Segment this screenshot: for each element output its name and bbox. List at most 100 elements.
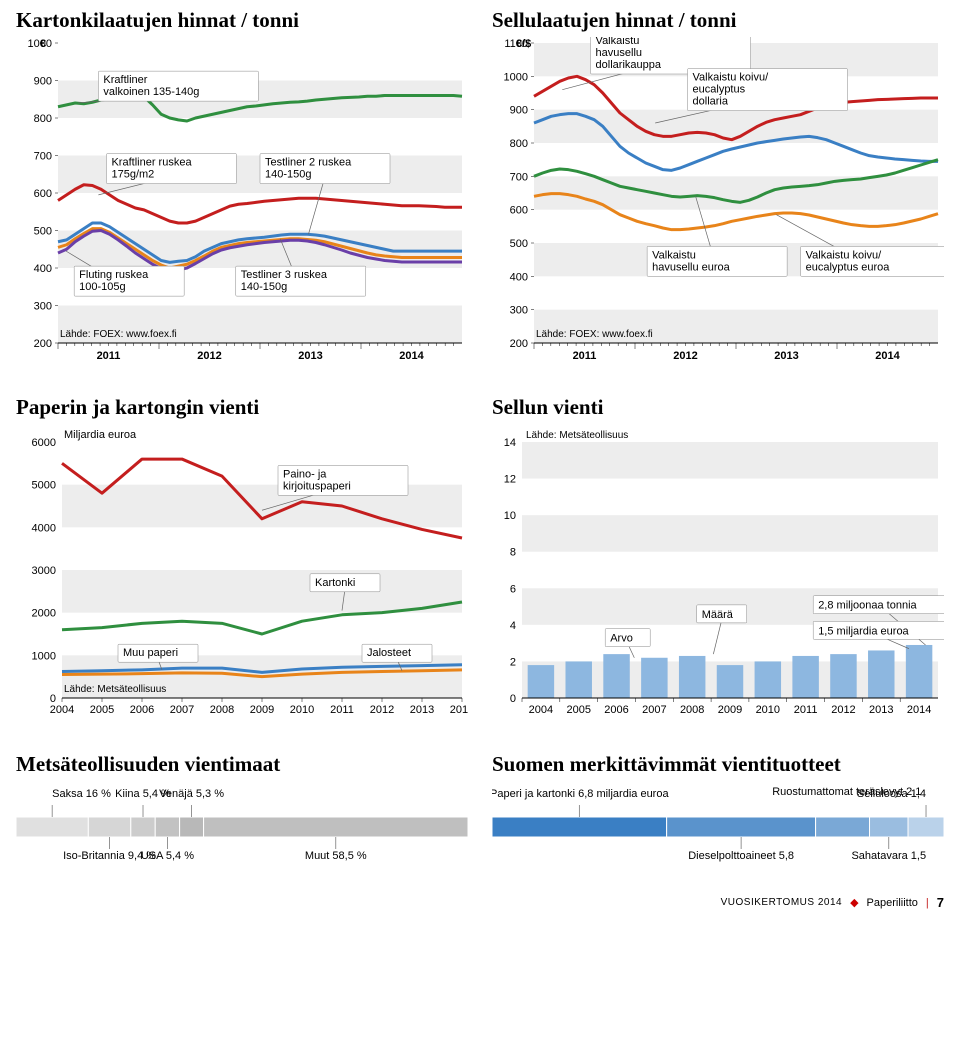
svg-text:800: 800: [510, 138, 528, 150]
svg-text:2009: 2009: [250, 704, 274, 716]
svg-text:havusellu: havusellu: [596, 47, 642, 59]
svg-text:6000: 6000: [32, 437, 56, 449]
svg-text:2009: 2009: [718, 704, 742, 716]
svg-text:2007: 2007: [642, 704, 666, 716]
svg-text:2013: 2013: [869, 704, 893, 716]
svg-text:2011: 2011: [794, 704, 818, 716]
export-countries: Metsäteollisuuden vientimaat Saksa 16 %I…: [16, 752, 468, 871]
svg-text:dollarikauppa: dollarikauppa: [596, 59, 662, 71]
footer-org: Paperiliitto: [867, 897, 918, 909]
svg-text:2014: 2014: [875, 350, 900, 362]
page-footer: VUOSIKERTOMUS 2014 ◆ Paperiliitto | 7: [16, 895, 944, 910]
svg-text:300: 300: [34, 301, 52, 313]
svg-text:Venäjä 5,3 %: Venäjä 5,3 %: [159, 788, 224, 800]
svg-text:Paperi ja kartonki 6,8 miljard: Paperi ja kartonki 6,8 miljardia euroa: [492, 788, 669, 800]
svg-text:2010: 2010: [290, 704, 314, 716]
row-export-charts: Paperin ja kartongin vienti 0 1000 2000 300…: [16, 395, 944, 724]
svg-text:8: 8: [510, 547, 516, 559]
svg-text:2004: 2004: [529, 704, 553, 716]
svg-text:Kraftliner ruskea: Kraftliner ruskea: [111, 157, 192, 169]
svg-text:Fluting ruskea: Fluting ruskea: [79, 269, 149, 281]
svg-text:12: 12: [504, 474, 516, 486]
svg-text:175g/m2: 175g/m2: [111, 169, 154, 181]
row-stacked-bars: Metsäteollisuuden vientimaat Saksa 16 %I…: [16, 752, 944, 871]
svg-text:0: 0: [510, 693, 516, 705]
svg-text:2012: 2012: [197, 350, 221, 362]
chart-title: Sellulaatujen hinnat / tonni: [492, 8, 944, 33]
svg-text:14: 14: [504, 437, 516, 449]
svg-text:Saksa 16 %: Saksa 16 %: [52, 788, 111, 800]
svg-text:2005: 2005: [566, 704, 590, 716]
svg-text:Kraftliner: Kraftliner: [103, 74, 147, 86]
svg-text:2014: 2014: [907, 704, 931, 716]
svg-text:2000: 2000: [32, 608, 56, 620]
svg-text:2013: 2013: [298, 350, 322, 362]
chart-title: Metsäteollisuuden vientimaat: [16, 752, 468, 777]
svg-text:2013: 2013: [410, 704, 434, 716]
svg-text:2013: 2013: [774, 350, 798, 362]
chart-title: Paperin ja kartongin vienti: [16, 395, 468, 420]
svg-text:Jalosteet: Jalosteet: [367, 647, 411, 659]
export-products: Suomen merkittävimmät vientituotteet Ruo…: [492, 752, 944, 871]
svg-text:3000: 3000: [32, 565, 56, 577]
svg-text:2: 2: [510, 656, 516, 668]
svg-text:Määrä: Määrä: [702, 609, 734, 621]
svg-text:€: €: [40, 38, 46, 50]
svg-text:200: 200: [510, 338, 528, 350]
svg-text:2005: 2005: [90, 704, 114, 716]
svg-text:2008: 2008: [210, 704, 234, 716]
svg-text:Lähde: Metsäteollisuus: Lähde: Metsäteollisuus: [64, 684, 166, 695]
svg-text:2010: 2010: [756, 704, 780, 716]
footer-divider: ◆: [850, 896, 858, 909]
svg-text:havusellu euroa: havusellu euroa: [652, 261, 731, 273]
chart-title: Kartonkilaatujen hinnat / tonni: [16, 8, 468, 33]
bar-chart-pulp-export: 0246810121420042005200620072008200920102…: [492, 424, 944, 724]
svg-text:Lähde: FOEX: www.foex.fi: Lähde: FOEX: www.foex.fi: [60, 329, 177, 340]
stacked-bar-products: Ruostumattomat teräslevyt 2,1Paperi ja k…: [492, 781, 944, 871]
svg-text:Arvo: Arvo: [610, 633, 633, 645]
svg-text:600: 600: [34, 188, 52, 200]
svg-text:500: 500: [34, 226, 52, 238]
svg-text:4: 4: [510, 620, 516, 632]
svg-text:400: 400: [510, 271, 528, 283]
svg-text:6: 6: [510, 583, 516, 595]
footer-page: 7: [937, 895, 944, 910]
svg-text:Kartonki: Kartonki: [315, 577, 355, 589]
svg-text:2014: 2014: [399, 350, 424, 362]
svg-text:Valkaistu: Valkaistu: [652, 249, 696, 261]
svg-text:140-150g: 140-150g: [265, 169, 312, 181]
footer-year: VUOSIKERTOMUS 2014: [721, 897, 842, 908]
svg-text:Lähde: Metsäteollisuus: Lähde: Metsäteollisuus: [526, 430, 628, 441]
svg-text:500: 500: [510, 238, 528, 250]
svg-text:300: 300: [510, 305, 528, 317]
svg-text:800: 800: [34, 113, 52, 125]
svg-text:Testliner 2 ruskea: Testliner 2 ruskea: [265, 157, 352, 169]
svg-text:100-105g: 100-105g: [79, 281, 126, 293]
svg-text:2011: 2011: [330, 704, 354, 716]
pulp-price-chart: Sellulaatujen hinnat / tonni 200 300 400 50…: [492, 8, 944, 367]
svg-text:700: 700: [510, 171, 528, 183]
svg-text:140-150g: 140-150g: [241, 281, 288, 293]
svg-text:Miljardia euroa: Miljardia euroa: [64, 429, 137, 441]
svg-text:eucalyptus euroa: eucalyptus euroa: [806, 261, 891, 273]
svg-text:Selluloosa 1,4: Selluloosa 1,4: [857, 788, 926, 800]
svg-text:2012: 2012: [831, 704, 855, 716]
svg-text:200: 200: [34, 338, 52, 350]
svg-text:2004: 2004: [50, 704, 74, 716]
svg-text:4000: 4000: [32, 522, 56, 534]
svg-text:Dieselpolttoaineet 5,8: Dieselpolttoaineet 5,8: [688, 850, 794, 862]
chart-title: Suomen merkittävimmät vientituotteet: [492, 752, 944, 777]
svg-text:2006: 2006: [130, 704, 154, 716]
svg-text:400: 400: [34, 263, 52, 275]
svg-text:1000: 1000: [504, 71, 528, 83]
chart-title: Sellun vienti: [492, 395, 944, 420]
svg-text:valkoinen 135-140g: valkoinen 135-140g: [103, 86, 199, 98]
svg-text:eucalyptus: eucalyptus: [693, 84, 746, 96]
svg-text:900: 900: [34, 76, 52, 88]
svg-text:2,8 miljoonaa tonnia: 2,8 miljoonaa tonnia: [818, 600, 917, 612]
stacked-bar-countries: Saksa 16 %Iso-Britannia 9,4 %Kiina 5,4 %…: [16, 781, 468, 871]
svg-text:2012: 2012: [673, 350, 697, 362]
svg-text:Testliner 3 ruskea: Testliner 3 ruskea: [241, 269, 328, 281]
svg-text:USA 5,4 %: USA 5,4 %: [141, 850, 194, 862]
svg-text:1000: 1000: [32, 650, 56, 662]
